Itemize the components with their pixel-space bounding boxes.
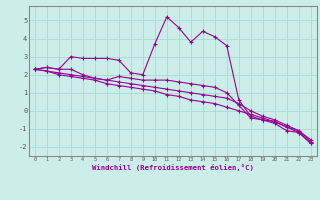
X-axis label: Windchill (Refroidissement éolien,°C): Windchill (Refroidissement éolien,°C) [92,164,254,171]
